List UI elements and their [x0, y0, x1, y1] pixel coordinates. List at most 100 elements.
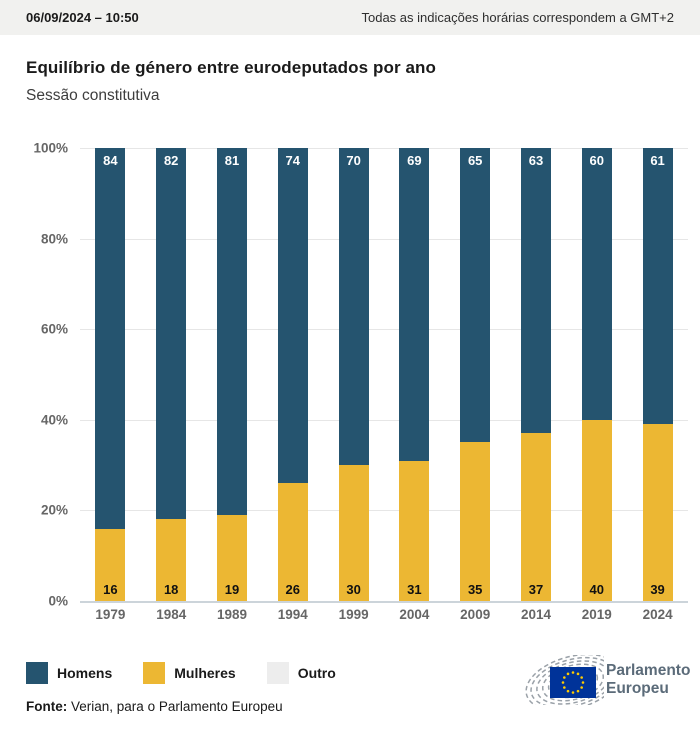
segment-homens: 63 [520, 148, 551, 434]
eu-flag-icon [550, 667, 596, 698]
eu-star [571, 691, 575, 694]
eu-star [580, 676, 583, 679]
bars-container: 84 16 82 18 81 19 74 26 70 30 69 31 65 35 63 37 60 40 61 39 [80, 148, 688, 601]
eu-star [566, 672, 570, 676]
value-label-homens: 74 [285, 153, 301, 169]
x-axis-labels: 1979 1984 1989 1994 1999 2004 2009 2014 2019 2024 [80, 607, 688, 622]
segment-mulheres: 16 [95, 528, 126, 601]
european-parliament-logo: Parlamento Europeu [525, 655, 690, 705]
value-label-homens: 82 [163, 153, 179, 169]
y-axis-tick: 60% [40, 321, 68, 337]
value-label-homens: 70 [346, 153, 361, 169]
value-label-mulheres: 18 [163, 582, 179, 597]
gridline [80, 510, 688, 512]
segment-homens: 81 [216, 148, 247, 515]
x-axis-label: 2009 [460, 607, 491, 622]
source-text: Verian, para o Parlamento Europeu [71, 699, 283, 714]
x-axis-label: 2004 [399, 607, 430, 622]
topbar-datetime: 06/09/2024 – 10:50 [26, 10, 139, 25]
segment-mulheres: 40 [581, 419, 612, 601]
segment-mulheres: 39 [642, 424, 673, 601]
x-axis-label: 1989 [216, 607, 248, 622]
x-axis-label: 2024 [642, 607, 673, 622]
bar-2019: 60 40 [581, 148, 612, 601]
x-axis-label: 2019 [581, 607, 612, 622]
eu-star [576, 689, 580, 693]
segment-homens: 84 [95, 148, 126, 529]
bar-2009: 65 35 [460, 148, 491, 601]
y-axis-tick: 100% [33, 140, 68, 156]
y-axis-tick: 40% [40, 412, 68, 428]
segment-homens: 82 [156, 148, 187, 520]
eu-star [563, 686, 566, 689]
page-subtitle: Sessão constitutiva [26, 87, 160, 104]
segment-mulheres: 31 [399, 460, 430, 601]
value-label-homens: 65 [467, 153, 483, 169]
bar-2024: 61 39 [642, 148, 673, 601]
value-label-mulheres: 40 [589, 582, 604, 597]
bar-1984: 82 18 [156, 148, 187, 601]
value-label-mulheres: 35 [467, 582, 483, 597]
y-axis-tick: 80% [40, 231, 68, 247]
eu-star [576, 672, 580, 676]
chart-legend: Homens Mulheres Outro [26, 662, 700, 684]
segment-mulheres: 35 [460, 442, 491, 601]
x-axis-baseline [80, 601, 688, 603]
value-label-homens: 60 [589, 153, 604, 169]
legend-item-homens: Homens [26, 662, 112, 684]
eu-star [571, 671, 575, 674]
value-label-homens: 69 [407, 153, 422, 169]
legend-item-outro: Outro [266, 662, 336, 684]
legend-label: Homens [57, 665, 113, 681]
bar-1989: 81 19 [216, 148, 247, 601]
topbar: 06/09/2024 – 10:50 Todas as indicações h… [0, 0, 700, 35]
y-axis-tick: 0% [48, 593, 68, 609]
bar-2014: 63 37 [520, 148, 551, 601]
value-label-mulheres: 30 [346, 582, 361, 597]
logo-text-line2: Europeu [606, 680, 669, 697]
source-note: Fonte: Verian, para o Parlamento Europeu [26, 699, 700, 714]
legend-swatch [266, 662, 289, 684]
value-label-homens: 61 [650, 153, 665, 169]
x-axis-label: 2014 [520, 607, 552, 622]
x-axis-label: 1994 [277, 607, 308, 622]
segment-homens: 61 [642, 148, 673, 425]
segment-homens: 65 [460, 148, 491, 443]
value-label-mulheres: 31 [407, 582, 422, 597]
bar-1994: 74 26 [277, 148, 308, 601]
bar-1979: 84 16 [95, 148, 126, 601]
bar-1999: 70 30 [338, 148, 369, 601]
segment-homens: 60 [581, 148, 612, 420]
x-axis-label: 1984 [156, 607, 187, 622]
gridline [80, 329, 688, 331]
segment-homens: 74 [277, 148, 308, 484]
legend-swatch [143, 662, 166, 684]
segment-mulheres: 19 [216, 514, 247, 601]
source-label: Fonte: [26, 699, 68, 714]
legend-swatch [26, 662, 48, 684]
x-axis-label: 1979 [95, 607, 126, 622]
legend-item-mulheres: Mulheres [143, 662, 236, 684]
value-label-homens: 84 [103, 153, 118, 169]
legend-label: Outro [297, 665, 336, 681]
segment-mulheres: 26 [277, 483, 308, 601]
segment-mulheres: 37 [520, 433, 551, 601]
logo-text-line1: Parlamento [606, 662, 690, 679]
eu-star [563, 676, 566, 679]
value-label-homens: 63 [528, 153, 544, 169]
segment-mulheres: 30 [338, 465, 369, 601]
segment-homens: 70 [338, 148, 369, 466]
gridline [80, 148, 688, 149]
legend-label: Mulheres [174, 665, 236, 681]
stacked-bar-chart: 84 16 82 18 81 19 74 26 70 30 69 31 65 35 63 37 60 40 61 39… [0, 141, 700, 633]
eu-star [561, 681, 565, 684]
value-label-mulheres: 39 [650, 582, 665, 597]
x-axis-label: 1999 [338, 607, 369, 622]
eu-star [566, 689, 570, 693]
topbar-timezone-note: Todas as indicações horárias corresponde… [361, 10, 674, 25]
gridline [80, 419, 688, 421]
bar-2004: 69 31 [399, 148, 430, 601]
value-label-mulheres: 16 [103, 582, 118, 597]
gridline [80, 238, 688, 240]
value-label-mulheres: 19 [224, 582, 240, 597]
